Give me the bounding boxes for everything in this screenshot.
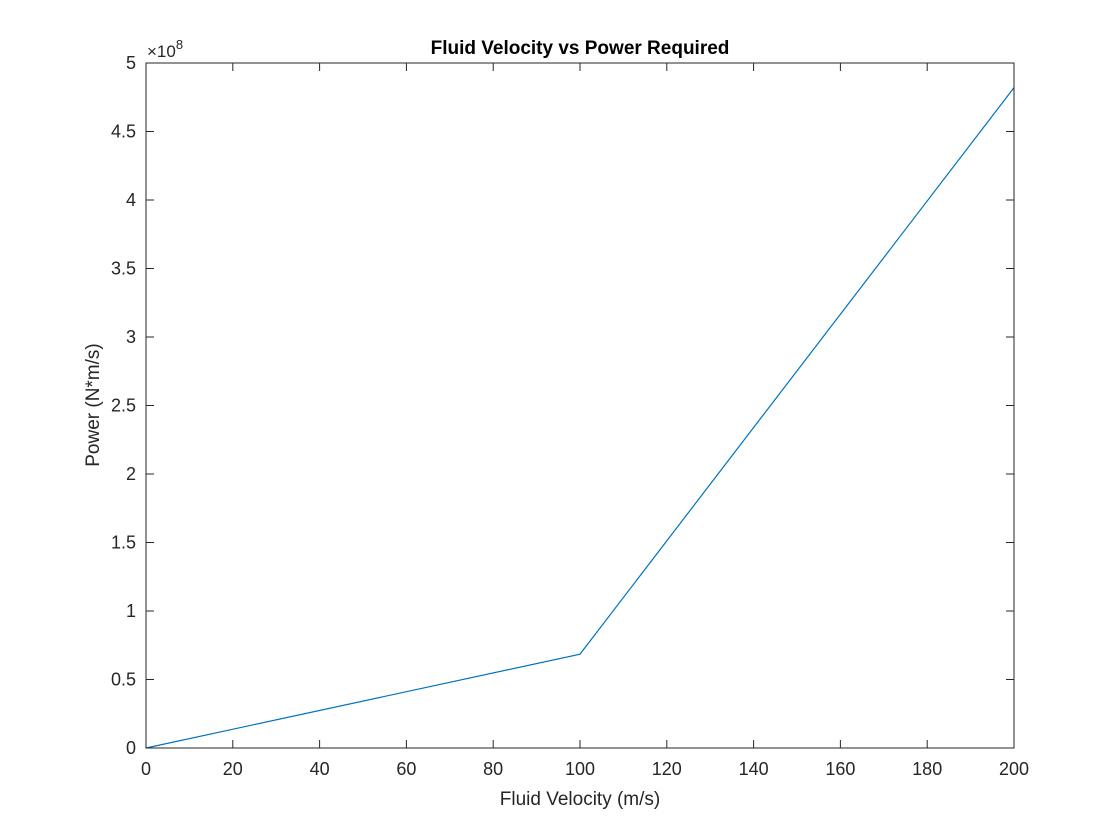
series-layer bbox=[145, 87, 1015, 749]
y-exponent-base: ×10 bbox=[147, 42, 176, 61]
x-tick-label: 80 bbox=[483, 759, 503, 779]
x-tick-label: 140 bbox=[739, 759, 769, 779]
y-tick-label: 2 bbox=[126, 464, 136, 484]
series-line bbox=[145, 87, 1015, 749]
plot-area bbox=[146, 63, 1014, 748]
y-axis-label: Power (N*m/s) bbox=[83, 343, 104, 467]
tick-labels-layer: 0 20 40 60 80 100 120 140 160 180 200 0 0.5 1 1.5 2 2.5 3… bbox=[111, 53, 1029, 779]
x-tick-label: 60 bbox=[396, 759, 416, 779]
y-tick-label: 1.5 bbox=[111, 533, 136, 553]
plot-frame bbox=[145, 62, 1015, 749]
y-tick-label: 4 bbox=[126, 190, 136, 210]
y-tick-label: 3 bbox=[126, 327, 136, 347]
x-tick-label: 20 bbox=[223, 759, 243, 779]
y-exponent-label: ×108 bbox=[147, 37, 183, 61]
y-tick-label: 3.5 bbox=[111, 259, 136, 279]
y-tick-label: 2.5 bbox=[111, 396, 136, 416]
y-exponent-power: 8 bbox=[176, 37, 183, 52]
x-tick-label: 160 bbox=[825, 759, 855, 779]
y-tick-label: 4.5 bbox=[111, 122, 136, 142]
y-tick-label: 0.5 bbox=[111, 670, 136, 690]
x-tick-label: 100 bbox=[565, 759, 595, 779]
y-tick-label: 5 bbox=[126, 53, 136, 73]
chart-title: Fluid Velocity vs Power Required bbox=[431, 38, 730, 59]
x-axis-label: Fluid Velocity (m/s) bbox=[500, 789, 660, 810]
y-tick-label: 0 bbox=[126, 738, 136, 758]
x-tick-label: 120 bbox=[652, 759, 682, 779]
x-tick-label: 40 bbox=[310, 759, 330, 779]
x-tick-label: 0 bbox=[141, 759, 151, 779]
x-tick-label: 200 bbox=[999, 759, 1029, 779]
x-tick-label: 180 bbox=[912, 759, 942, 779]
y-tick-label: 1 bbox=[126, 601, 136, 621]
